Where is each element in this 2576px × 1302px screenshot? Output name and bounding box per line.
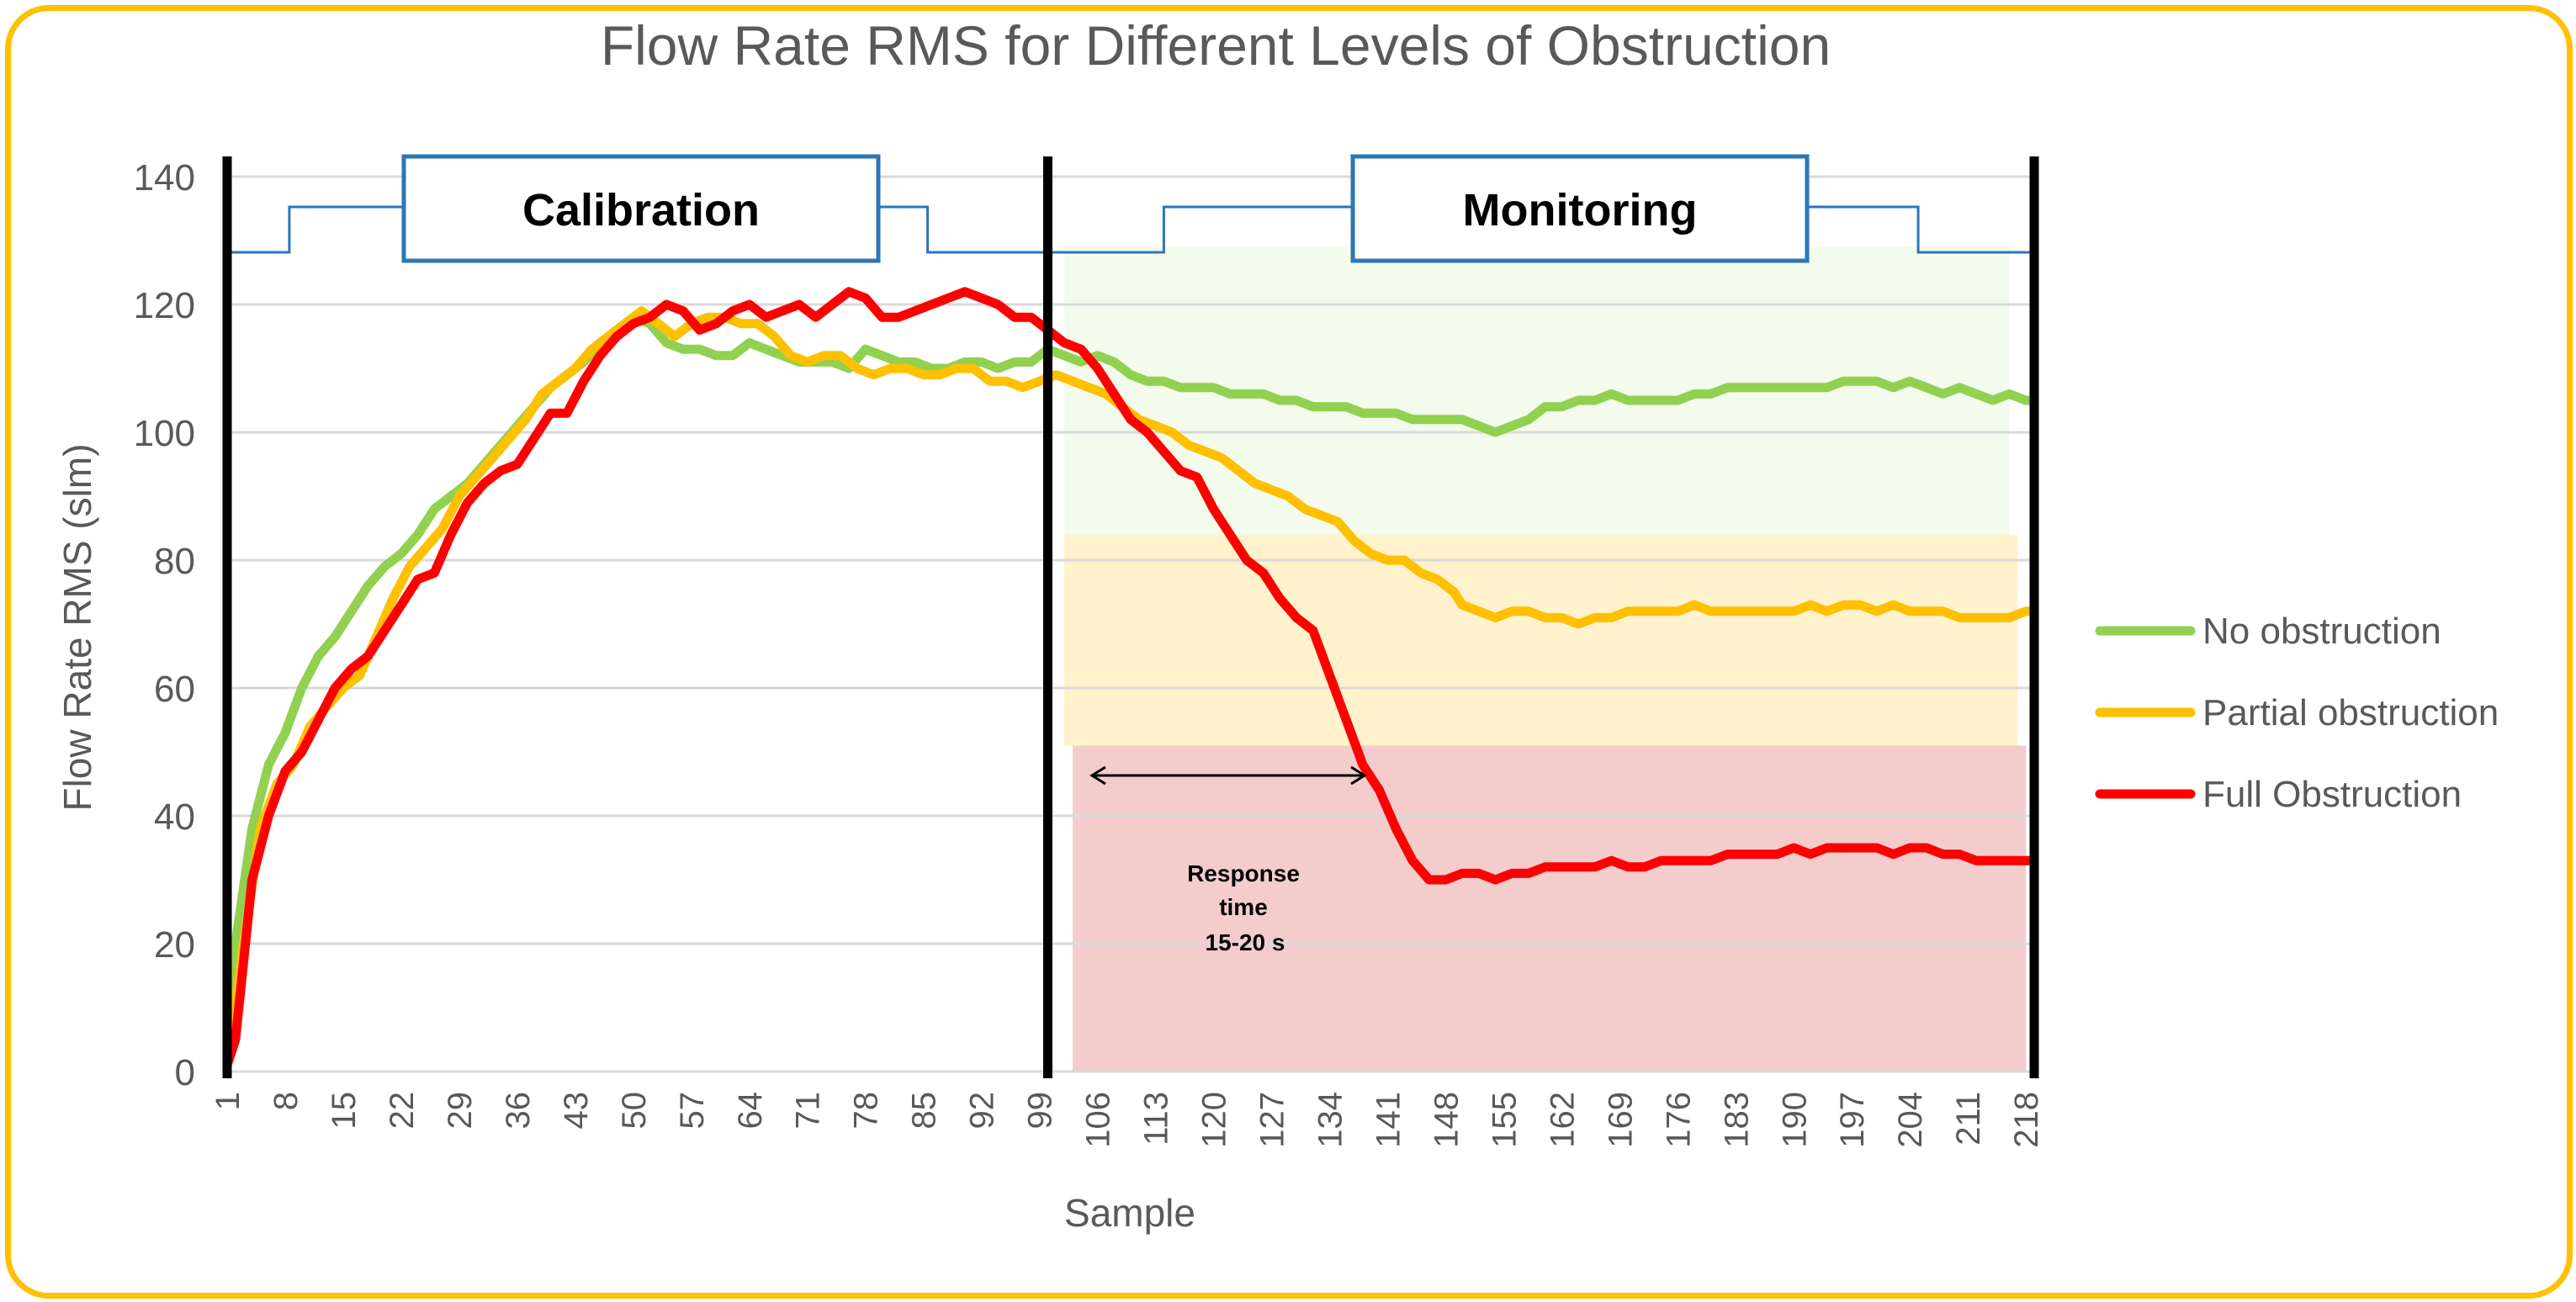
- x-tick-label: 85: [906, 1092, 943, 1130]
- x-tick-label: 99: [1022, 1092, 1059, 1130]
- x-tick-label: 22: [384, 1092, 421, 1130]
- x-tick-label: 8: [268, 1092, 305, 1110]
- y-axis-title: Flow Rate RMS (slm): [56, 443, 99, 811]
- x-tick-label: 36: [500, 1092, 537, 1130]
- legend-label: Full Obstruction: [2202, 774, 2462, 815]
- arrowhead-right: [1350, 765, 1367, 786]
- x-tick-label: 169: [1602, 1092, 1639, 1148]
- y-tick-label: 100: [134, 413, 195, 454]
- band-2: [1073, 745, 2027, 1072]
- x-tick-label: 127: [1254, 1092, 1291, 1148]
- phase-dividers: [222, 156, 2039, 1078]
- x-tick-label: 1: [209, 1092, 246, 1110]
- x-tick-label: 120: [1196, 1092, 1233, 1148]
- phase-box-monitoring: [1350, 154, 1810, 263]
- series-line-partial-obstruction: [222, 306, 2039, 1070]
- phase-box-calibration: [401, 154, 881, 263]
- series-line-full-obstruction: [222, 287, 2039, 1070]
- annotation-line: 15-20 s: [1206, 929, 1285, 955]
- x-tick-label: 141: [1370, 1092, 1407, 1148]
- series-lines: [222, 287, 2039, 1070]
- x-tick-label: 176: [1660, 1092, 1697, 1148]
- classification-bands: [1064, 246, 2027, 1072]
- annotation-line: Response: [1187, 860, 1300, 887]
- x-tick-label: 57: [674, 1092, 711, 1130]
- x-tick-label: 204: [1892, 1092, 1929, 1148]
- x-axis-title: Sample: [1064, 1191, 1195, 1235]
- phase-indicator: Calibration Monitoring: [227, 154, 2034, 263]
- y-tick-label: 40: [154, 797, 195, 838]
- x-tick-labels: 1 8 15 22 29 36 43 50 57 64 71 78 85 92 99 106 113 120 127…: [209, 1092, 2045, 1148]
- x-tick-label: 92: [964, 1092, 1001, 1130]
- response-time-annotation: Response time 15-20 s: [1089, 765, 1367, 955]
- annotation-line: time: [1219, 894, 1268, 920]
- y-tick-label: 0: [175, 1052, 195, 1093]
- x-tick-label: 183: [1718, 1092, 1755, 1148]
- x-tick-label: 134: [1312, 1092, 1349, 1148]
- legend-label: No obstruction: [2202, 611, 2441, 652]
- chart-title: Flow Rate RMS for Different Levels of Ob…: [601, 14, 1831, 77]
- y-tick-label: 80: [154, 541, 195, 582]
- phase-label-monitoring: Monitoring: [1463, 185, 1698, 236]
- x-tick-label: 148: [1428, 1092, 1465, 1148]
- phase-label-calibration: Calibration: [522, 185, 760, 236]
- y-tick-label: 140: [134, 157, 195, 198]
- x-tick-label: 155: [1486, 1092, 1523, 1148]
- x-tick-label: 197: [1834, 1092, 1871, 1148]
- x-tick-label: 50: [616, 1092, 653, 1130]
- x-tick-label: 113: [1138, 1092, 1175, 1146]
- y-tick-label: 60: [154, 669, 195, 710]
- x-tick-label: 190: [1776, 1092, 1813, 1148]
- band-1: [1064, 534, 2018, 746]
- x-tick-label: 71: [790, 1092, 827, 1130]
- x-tick-label: 64: [732, 1092, 769, 1130]
- x-tick-label: 29: [442, 1092, 479, 1130]
- x-tick-label: 78: [848, 1092, 885, 1130]
- x-tick-label: 162: [1544, 1092, 1581, 1148]
- x-tick-label: 43: [558, 1092, 595, 1130]
- y-tick-labels: 0 20 40 60 80 100 120 140: [134, 157, 195, 1093]
- y-tick-label: 20: [154, 924, 195, 966]
- x-tick-label: 218: [2008, 1092, 2045, 1148]
- arrowhead-left: [1089, 765, 1106, 786]
- y-tick-label: 120: [134, 285, 195, 326]
- legend-label: Partial obstruction: [2202, 692, 2499, 733]
- legend: No obstruction Partial obstruction Full Ob…: [2095, 611, 2499, 815]
- x-tick-label: 15: [326, 1092, 363, 1130]
- x-tick-label: 211: [1950, 1092, 1987, 1146]
- x-tick-label: 106: [1080, 1092, 1117, 1148]
